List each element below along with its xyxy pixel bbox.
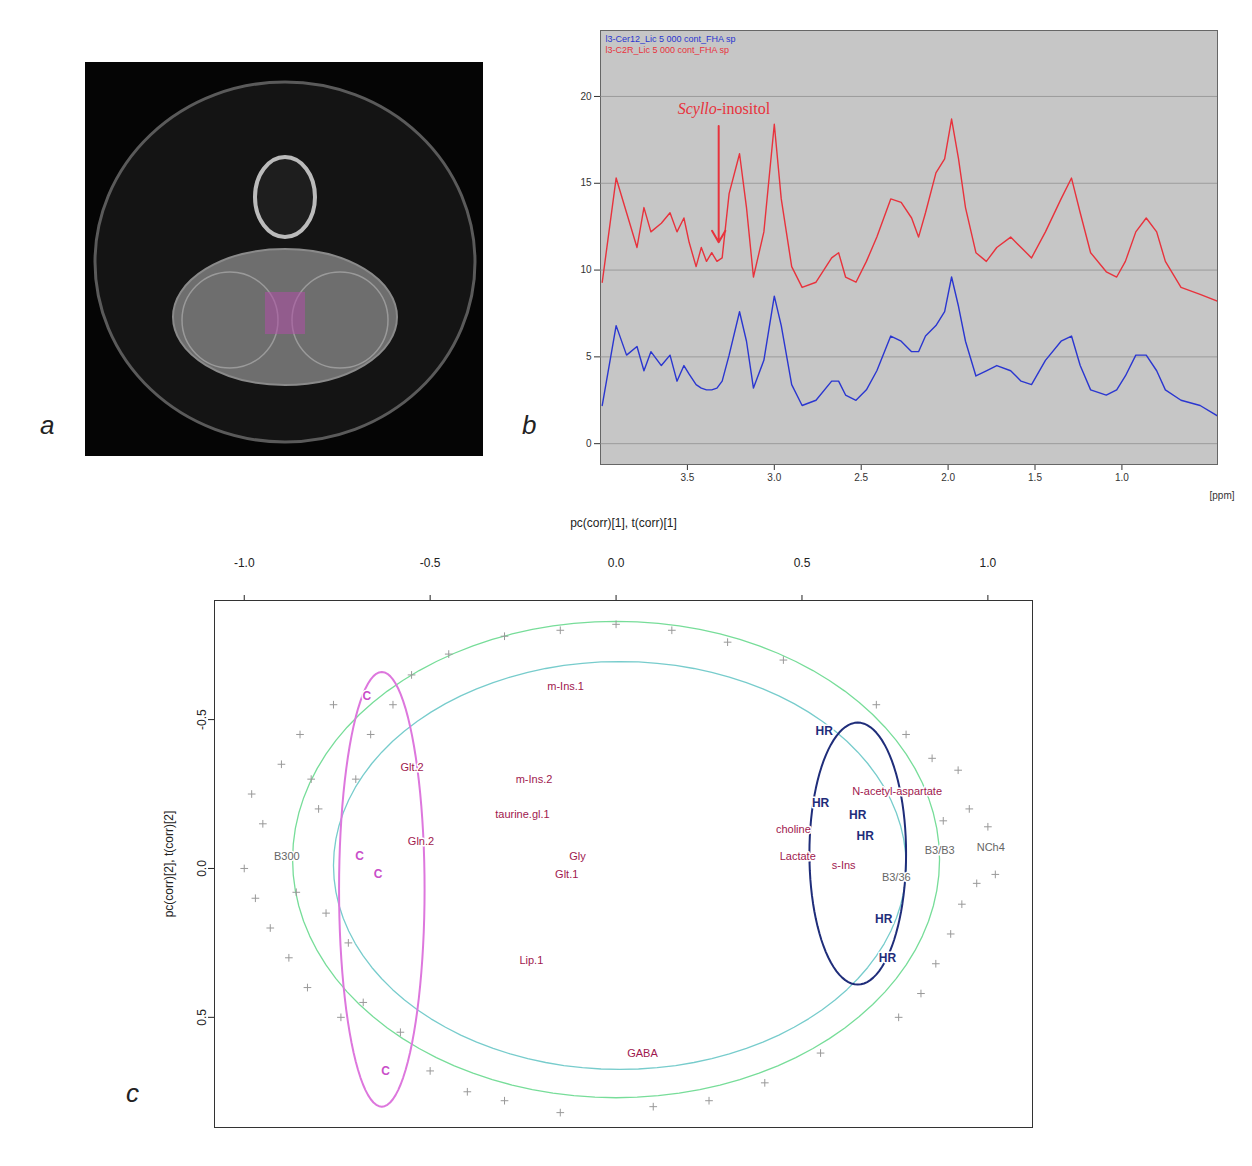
svg-text:taurine.gl.1: taurine.gl.1	[495, 808, 549, 820]
svg-text:pc(corr)[2], t(corr)[2]: pc(corr)[2], t(corr)[2]	[162, 811, 176, 918]
svg-text:HR: HR	[857, 829, 875, 843]
svg-text:pc(corr)[1], t(corr)[1]: pc(corr)[1], t(corr)[1]	[570, 516, 677, 530]
svg-text:1.0: 1.0	[1115, 472, 1129, 483]
svg-text:-0.5: -0.5	[195, 709, 209, 730]
svg-text:choline: choline	[776, 823, 811, 835]
html-text:b: b	[522, 410, 537, 440]
svg-text:Glt.2: Glt.2	[400, 761, 423, 773]
svg-text:Lactate: Lactate	[780, 850, 816, 862]
svg-text:NCh4: NCh4	[977, 841, 1005, 853]
svg-text:l3-C2R_Lic 5 000 cont_FHA sp: l3-C2R_Lic 5 000 cont_FHA sp	[606, 45, 730, 55]
svg-text:HR: HR	[879, 951, 897, 965]
html-text:a: a	[40, 410, 55, 440]
svg-text:HR: HR	[812, 796, 830, 810]
svg-text:Gln.2: Gln.2	[408, 835, 434, 847]
svg-text:Lip.1: Lip.1	[519, 954, 543, 966]
svg-text:0: 0	[586, 438, 592, 449]
svg-text:l3-Cer12_Lic 5 000 cont_FHA sp: l3-Cer12_Lic 5 000 cont_FHA sp	[606, 34, 736, 44]
html-text:c: c	[126, 1078, 139, 1108]
svg-text:15: 15	[580, 177, 592, 188]
svg-text:C: C	[374, 867, 383, 881]
svg-text:N-acetyl-aspartate: N-acetyl-aspartate	[852, 785, 942, 797]
svg-text:10: 10	[580, 264, 592, 275]
svg-text:C: C	[355, 849, 364, 863]
svg-text:Glt.1: Glt.1	[555, 868, 578, 880]
svg-text:m-Ins.1: m-Ins.1	[547, 680, 584, 692]
svg-text:0.5: 0.5	[794, 556, 811, 570]
svg-text:-0.5: -0.5	[420, 556, 441, 570]
svg-text:2.5: 2.5	[854, 472, 868, 483]
svg-text:B3/B3: B3/B3	[925, 844, 955, 856]
svg-text:C: C	[381, 1064, 390, 1078]
svg-text:-1.0: -1.0	[234, 556, 255, 570]
svg-text:20: 20	[580, 91, 592, 102]
svg-text:1.5: 1.5	[1028, 472, 1042, 483]
svg-text:C: C	[363, 689, 372, 703]
svg-text:HR: HR	[875, 912, 893, 926]
svg-text:Gly: Gly	[569, 850, 586, 862]
svg-text:3.0: 3.0	[767, 472, 781, 483]
svg-text:GABA: GABA	[627, 1047, 658, 1059]
svg-text:[ppm]: [ppm]	[1209, 490, 1234, 501]
svg-text:B300: B300	[274, 850, 300, 862]
svg-text:0.5: 0.5	[195, 1009, 209, 1026]
svg-text:HR: HR	[849, 808, 867, 822]
svg-text:5: 5	[586, 351, 592, 362]
svg-text:m-Ins.2: m-Ins.2	[516, 773, 553, 785]
svg-text:B3/36: B3/36	[882, 871, 911, 883]
svg-text:1.0: 1.0	[980, 556, 997, 570]
svg-text:HR: HR	[816, 724, 834, 738]
svg-text:0.0: 0.0	[608, 556, 625, 570]
svg-text:0.0: 0.0	[195, 860, 209, 877]
svg-text:3.5: 3.5	[680, 472, 694, 483]
svg-text:2.0: 2.0	[941, 472, 955, 483]
svg-text:s-Ins: s-Ins	[832, 859, 856, 871]
svg-text:Scyllo-inositol: Scyllo-inositol	[678, 100, 771, 118]
